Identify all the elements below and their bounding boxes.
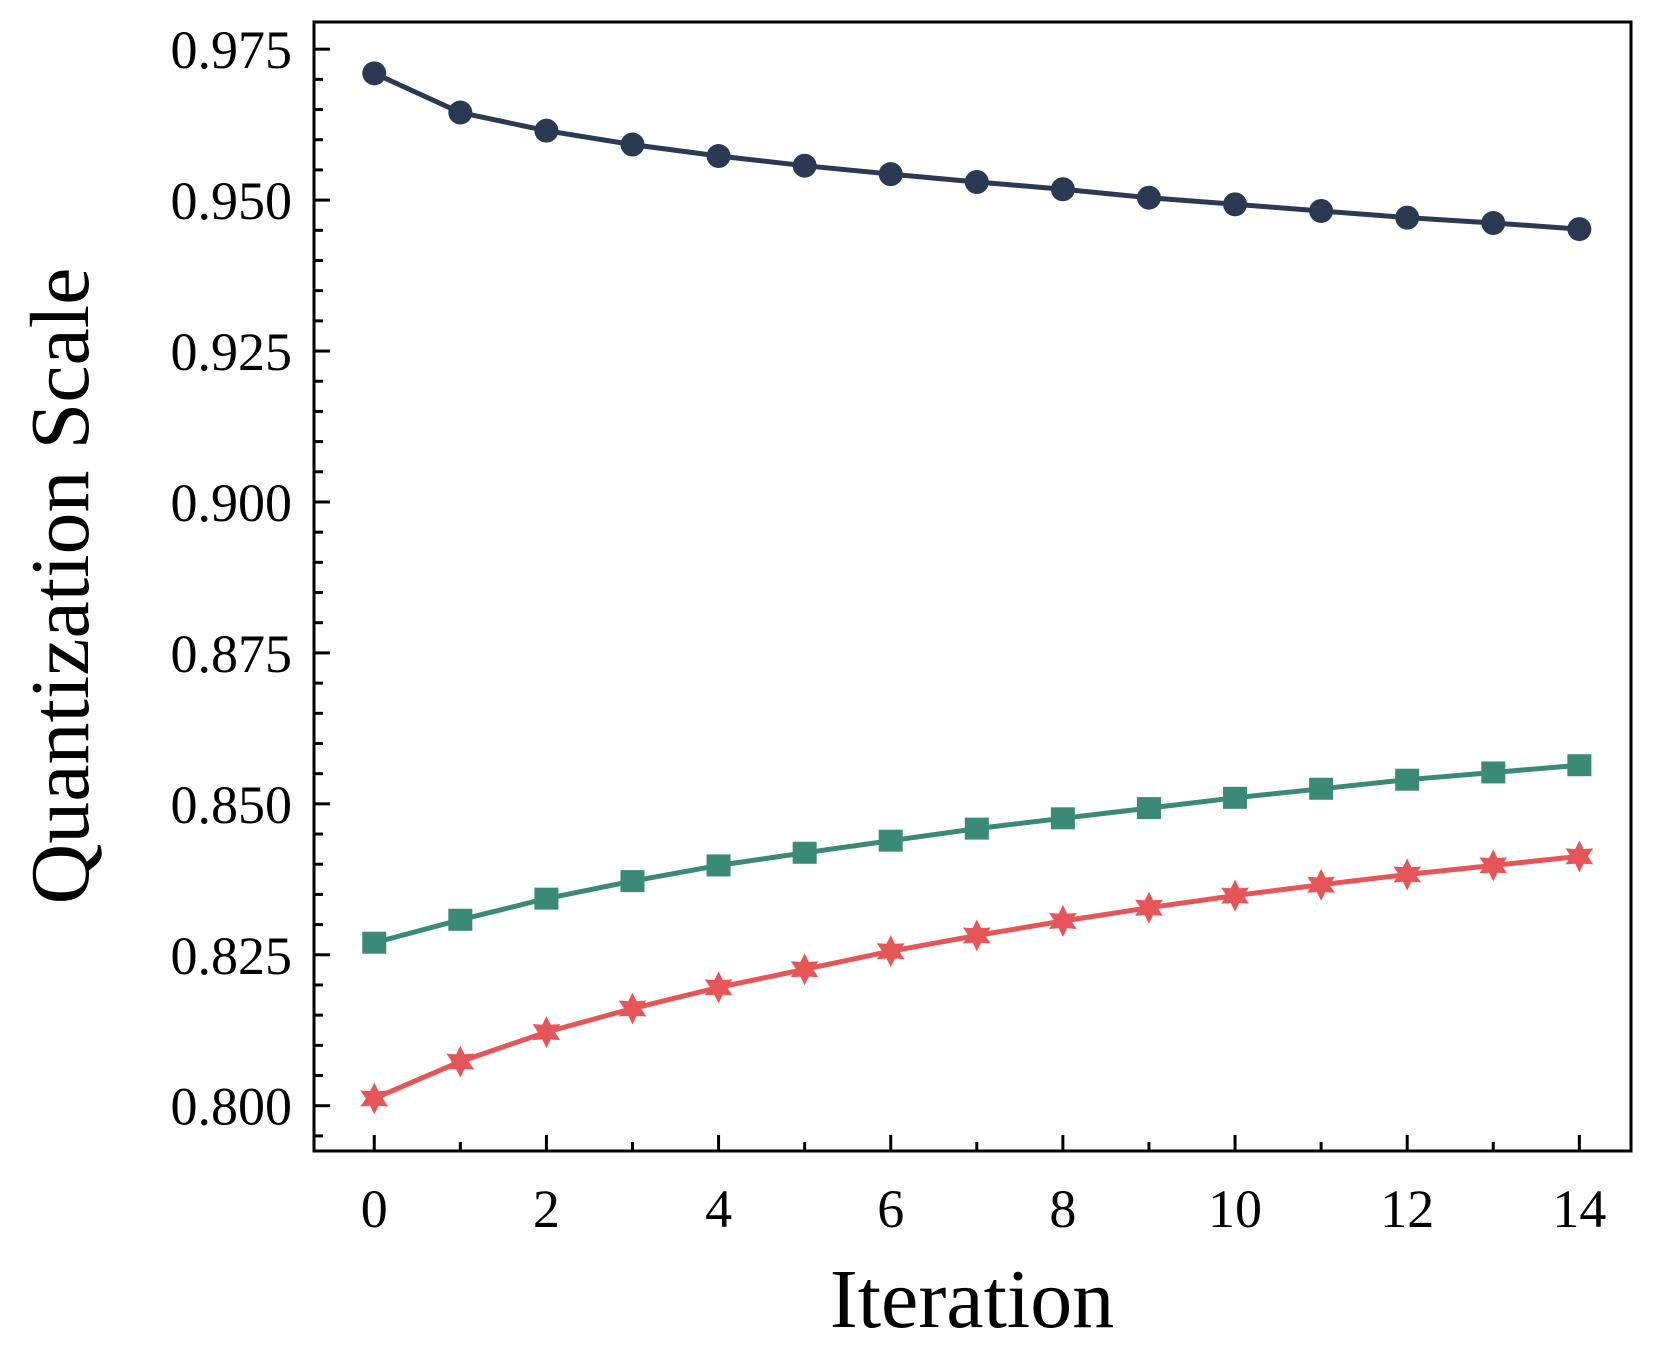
star-marker — [532, 1016, 561, 1049]
x-tick-label: 2 — [533, 1179, 560, 1239]
y-tick-label: 0.900 — [171, 473, 293, 533]
tick-labels: 0 2 4 6 8 10 12 14 0.800 0.825 0.850 0.875 0.900 0.92… — [171, 20, 1607, 1239]
circle-marker — [878, 162, 903, 187]
star-marker — [1565, 840, 1594, 873]
x-tick-label: 4 — [705, 1179, 732, 1239]
series-layer — [360, 61, 1594, 1115]
star-marker — [1221, 879, 1249, 912]
square-marker — [1309, 777, 1334, 800]
square-marker — [1395, 768, 1420, 791]
star-marker — [446, 1045, 475, 1078]
plot-frame — [312, 20, 1633, 1153]
circle-marker — [1481, 211, 1506, 236]
star-marker — [1479, 849, 1508, 882]
star-marker — [704, 971, 733, 1004]
square-marker — [620, 870, 645, 893]
circle-marker — [534, 118, 559, 143]
y-tick-label: 0.925 — [171, 322, 293, 382]
circle-series-line — [373, 71, 1580, 232]
axis-ticks — [314, 47, 1581, 1151]
square-marker — [448, 908, 473, 931]
x-tick-label: 0 — [361, 1179, 388, 1239]
circle-marker — [1136, 185, 1161, 210]
x-tick-label: 10 — [1208, 1179, 1262, 1239]
star-marker — [1307, 868, 1335, 901]
square-marker — [1136, 797, 1161, 820]
square-series-line — [373, 762, 1580, 946]
x-tick-label: 8 — [1049, 1179, 1076, 1239]
star-marker — [618, 992, 647, 1025]
circle-marker — [1050, 177, 1075, 202]
square-marker — [878, 829, 903, 852]
square-marker — [534, 887, 559, 910]
star-marker — [1135, 891, 1163, 924]
circle-marker — [362, 61, 387, 86]
circle-marker — [964, 169, 989, 194]
y-tick-label: 0.800 — [171, 1077, 293, 1137]
y-tick-label: 0.975 — [171, 20, 293, 80]
y-tick-label: 0.850 — [171, 775, 293, 835]
circle-marker — [1309, 198, 1334, 223]
square-marker — [792, 841, 817, 864]
square-marker — [706, 854, 731, 877]
square-marker — [1481, 761, 1506, 784]
x-tick-label: 6 — [877, 1179, 904, 1239]
square-marker — [964, 817, 989, 840]
circle-marker — [620, 132, 645, 157]
star-marker — [962, 919, 991, 952]
circle-marker — [1395, 205, 1420, 230]
star-marker — [790, 953, 819, 986]
star-marker — [876, 935, 905, 968]
x-axis-title: Iteration — [830, 1253, 1115, 1346]
x-tick-label: 14 — [1552, 1179, 1606, 1239]
y-axis-title: Quantization Scale — [14, 268, 107, 905]
x-tick-label: 12 — [1380, 1179, 1434, 1239]
circle-marker — [706, 144, 731, 169]
star-marker — [1393, 858, 1422, 891]
star-marker — [1049, 905, 1077, 937]
circle-marker — [1223, 192, 1248, 217]
circle-marker — [448, 100, 473, 125]
square-marker — [1567, 754, 1592, 777]
star-marker — [360, 1082, 389, 1115]
y-tick-label: 0.825 — [171, 926, 293, 986]
circle-marker — [792, 153, 817, 178]
y-tick-label: 0.950 — [171, 171, 293, 231]
square-marker — [1223, 786, 1248, 809]
square-marker — [1050, 807, 1075, 830]
square-marker — [362, 931, 387, 954]
circle-marker — [1567, 217, 1592, 242]
y-tick-label: 0.875 — [171, 624, 293, 684]
